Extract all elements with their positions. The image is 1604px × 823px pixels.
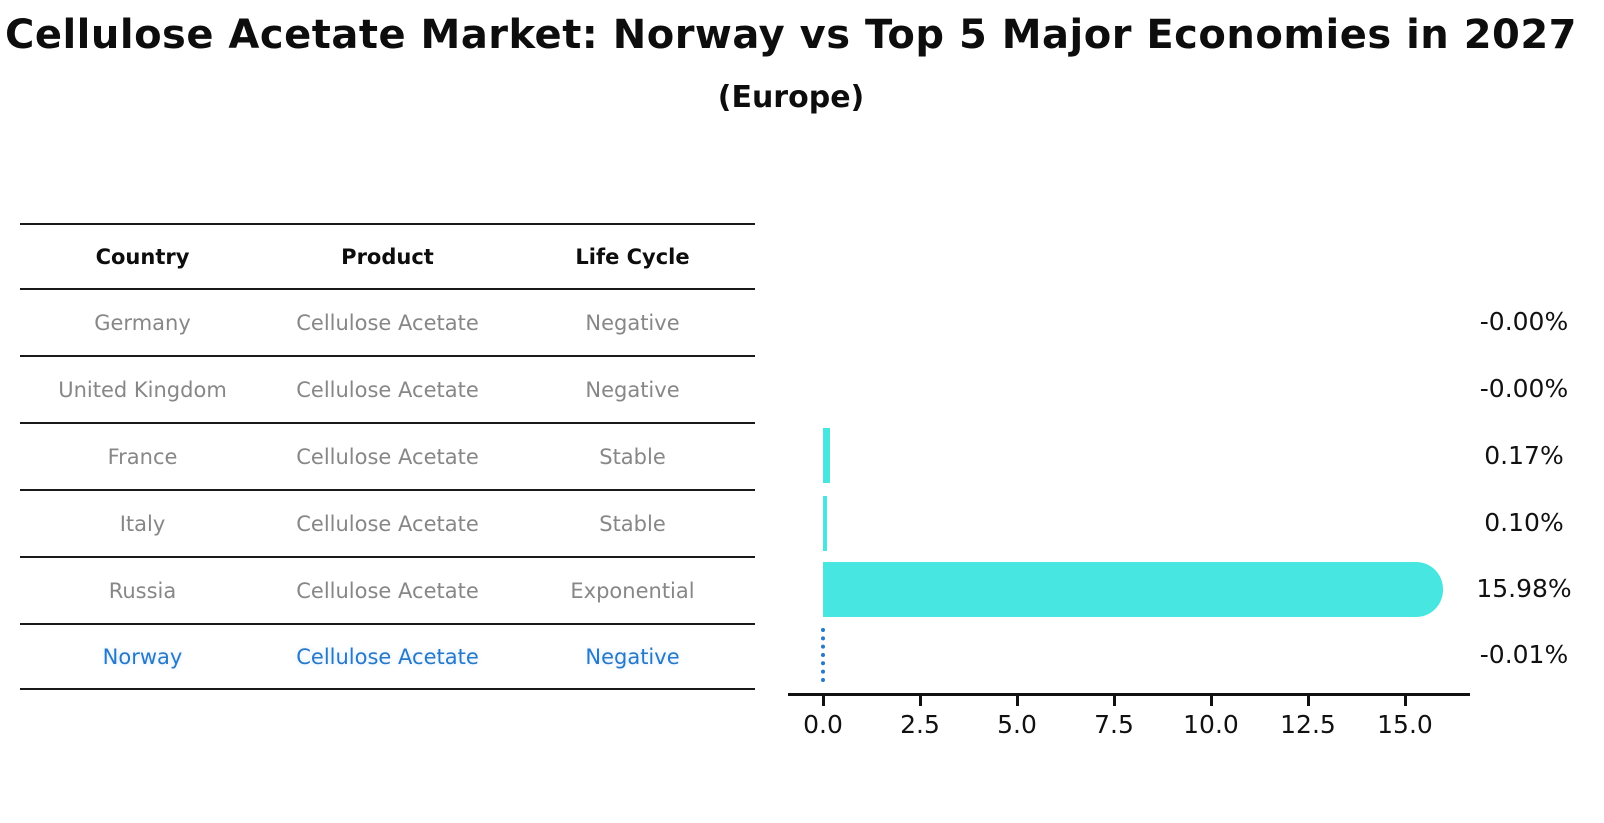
table-cell-product: Cellulose Acetate [296, 444, 479, 469]
bar-france [823, 428, 830, 483]
table-cell-country: Norway [102, 644, 183, 669]
table-cell-country: Italy [119, 511, 166, 536]
x-axis-tick [1209, 696, 1213, 706]
x-axis-tick [1403, 696, 1407, 706]
x-axis-tick-label: 15.0 [1377, 710, 1433, 739]
table-cell-product: Cellulose Acetate [296, 644, 479, 669]
x-axis-tick [918, 696, 922, 706]
country-table: Country Product Life Cycle Germany Cellu… [20, 223, 755, 690]
table-cell-life-cycle: Stable [599, 444, 666, 469]
table-cell-life-cycle: Negative [585, 310, 680, 335]
x-axis-tick-label: 5.0 [997, 710, 1037, 739]
table-row-france: France Cellulose Acetate Stable [20, 424, 755, 491]
chart-title: Cellulose Acetate Market: Norway vs Top … [4, 12, 1578, 58]
column-header-product: Product [341, 244, 434, 269]
value-label-norway: -0.01% [1479, 640, 1569, 669]
x-axis-tick-label: 7.5 [1094, 710, 1134, 739]
x-axis-tick-label: 0.0 [803, 710, 843, 739]
x-axis-line [788, 693, 1470, 696]
value-label-germany: -0.00% [1479, 307, 1569, 336]
x-axis-tick [821, 696, 825, 706]
value-label-france: 0.17% [1484, 441, 1564, 470]
column-header-country: Country [95, 244, 190, 269]
table-header-row: Country Product Life Cycle [20, 225, 755, 290]
table-cell-country: Germany [94, 310, 191, 335]
table-cell-country: United Kingdom [58, 377, 227, 402]
table-cell-life-cycle: Stable [599, 511, 666, 536]
bar-italy [823, 496, 827, 551]
value-label-united-kingdom: -0.00% [1479, 374, 1569, 403]
table-cell-life-cycle: Negative [585, 644, 680, 669]
table-cell-country: Russia [108, 578, 177, 603]
table-row-russia: Russia Cellulose Acetate Exponential [20, 558, 755, 625]
column-header-life-cycle: Life Cycle [575, 244, 690, 269]
value-label-italy: 0.10% [1484, 508, 1564, 537]
norway-dotted-zero-marker [821, 628, 825, 682]
x-axis-tick [1306, 696, 1310, 706]
table-cell-country: France [107, 444, 178, 469]
table-cell-product: Cellulose Acetate [296, 578, 479, 603]
chart-subtitle: (Europe) [717, 80, 865, 115]
table-row-norway-highlighted: Norway Cellulose Acetate Negative [20, 625, 755, 690]
table-cell-product: Cellulose Acetate [296, 511, 479, 536]
value-label-russia: 15.98% [1476, 574, 1572, 603]
table-cell-product: Cellulose Acetate [296, 310, 479, 335]
table-cell-life-cycle: Exponential [570, 578, 695, 603]
table-cell-product: Cellulose Acetate [296, 377, 479, 402]
x-axis-tick-label: 10.0 [1183, 710, 1239, 739]
table-cell-life-cycle: Negative [585, 377, 680, 402]
table-row-united-kingdom: United Kingdom Cellulose Acetate Negativ… [20, 357, 755, 424]
bar-russia [823, 562, 1444, 617]
x-axis-tick [1112, 696, 1116, 706]
x-axis-tick-label: 12.5 [1280, 710, 1336, 739]
x-axis-tick [1015, 696, 1019, 706]
table-row-italy: Italy Cellulose Acetate Stable [20, 491, 755, 558]
x-axis-tick-label: 2.5 [900, 710, 940, 739]
table-row-germany: Germany Cellulose Acetate Negative [20, 290, 755, 357]
